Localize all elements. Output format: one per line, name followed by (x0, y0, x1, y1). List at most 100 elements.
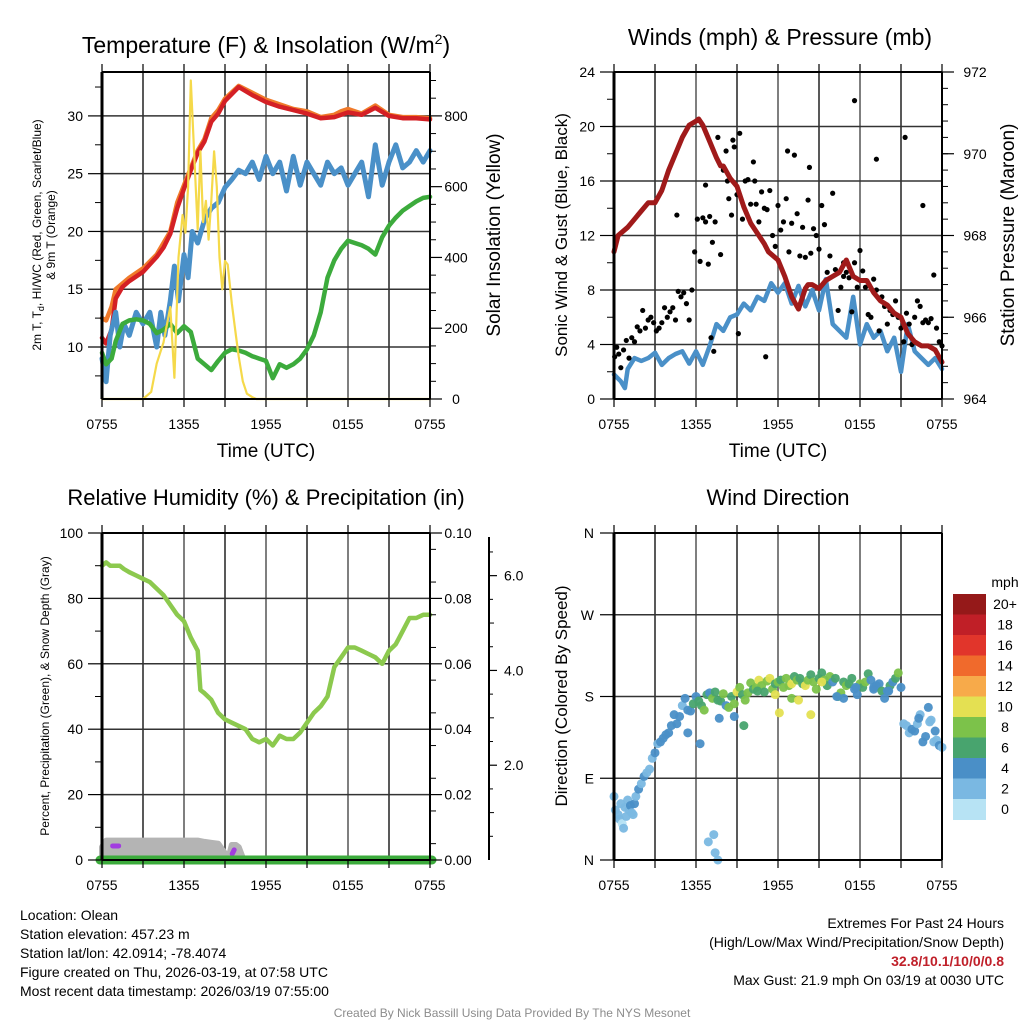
y-tick-label: 4 (587, 337, 595, 353)
gust-point (651, 320, 657, 326)
wind-direction-point (683, 728, 693, 738)
x-tick-label: 0155 (332, 416, 363, 432)
chart-title: Relative Humidity (%) & Precipitation (i… (67, 485, 464, 510)
gust-point (648, 314, 654, 320)
y-tick-label: 0 (587, 391, 595, 407)
extremes-info: Extremes For Past 24 Hours (High/Low/Max… (709, 914, 1004, 990)
title-text-end: ) (442, 32, 450, 58)
x-tick-label: 0755 (86, 416, 117, 432)
gust-point (756, 219, 762, 225)
x-tick-label: 0155 (844, 416, 875, 432)
title-text: Temperature (F) & Insolation (W/m (82, 32, 435, 58)
gust-point (936, 339, 942, 345)
gust-point (745, 177, 751, 183)
series-line-hi-wc (99, 142, 433, 385)
colorbar-label: 6 (1001, 740, 1009, 756)
x-tick-label: 1955 (250, 877, 281, 893)
gust-point (709, 239, 716, 245)
gust-point (783, 196, 789, 202)
gust-point (827, 253, 833, 259)
colorbar-swatch (953, 737, 986, 759)
y-tick-label: 20 (67, 223, 83, 239)
wind-direction-point (774, 708, 784, 718)
gust-point (689, 287, 695, 293)
chart-title: Wind Direction (706, 485, 849, 510)
wind-direction-point (806, 710, 816, 720)
y-tick-label: 16 (579, 173, 595, 189)
wind-direction-point (832, 692, 842, 701)
gust-point (640, 307, 646, 314)
gust-point (694, 216, 700, 222)
gust-point (813, 232, 819, 239)
colorbar-swatch (953, 758, 986, 779)
gust-point (780, 219, 787, 225)
gust-point (618, 365, 624, 371)
y-tick-label: 100 (60, 525, 84, 541)
gust-point (712, 219, 718, 225)
wind-direction-point (710, 848, 720, 858)
y3-tick-label: 2.0 (504, 757, 524, 773)
elevation-text: Station elevation: 457.23 m (20, 926, 190, 942)
gust-point (871, 276, 877, 282)
wind-direction-point (740, 695, 750, 705)
y-axis-label: 2m T, Td, HI/WC (Red, Green, Scarlet/Blu… (30, 119, 46, 350)
gust-point (830, 190, 836, 196)
wind-direction-point (896, 682, 906, 692)
y-tick-label: 60 (67, 656, 83, 672)
y-tick-label: 80 (67, 590, 83, 606)
gust-point (702, 182, 709, 188)
colorbar-label: 4 (1001, 760, 1009, 776)
gust-point (800, 224, 806, 230)
gust-point (705, 261, 711, 267)
extremes-title: Extremes For Past 24 Hours (827, 915, 1004, 931)
gust-point (697, 258, 703, 264)
winds-chart: Winds (mph) & Pressure (mb) 0755 1355 1955 0… (552, 24, 1019, 462)
gust-point (670, 305, 676, 311)
wind-direction-point (703, 837, 713, 847)
y-tick-label: E (585, 770, 594, 786)
gust-point (810, 226, 817, 232)
gust-point (873, 156, 880, 162)
gust-point (672, 317, 679, 323)
colorbar-title: mph (991, 574, 1018, 590)
temperature-chart: Temperature (F) & Insolation (W/m2) 0755 1… (30, 31, 505, 462)
x-tick-label: 1955 (250, 416, 281, 432)
x-tick-label: 1355 (680, 416, 711, 432)
gust-point (832, 266, 839, 273)
gust-point (735, 331, 741, 337)
gust-point (683, 301, 690, 307)
gust-point (794, 211, 800, 217)
series-line-2m-t (99, 84, 433, 346)
gust-point (692, 249, 698, 255)
gust-point (728, 212, 735, 218)
colorbar-swatch (953, 778, 986, 800)
snow-depth-area (99, 837, 433, 863)
y2-tick-label: 0.06 (444, 656, 471, 672)
y-tick-label: N (584, 852, 594, 868)
chart-title: Winds (mph) & Pressure (mb) (628, 24, 932, 50)
gust-point (711, 348, 717, 354)
gust-point (862, 284, 869, 290)
series-line-relative-humidity (99, 560, 433, 748)
x-axis-label: Time (UTC) (729, 441, 828, 462)
gust-point (723, 148, 729, 154)
colorbar-label: 12 (997, 678, 1013, 694)
gust-point (737, 130, 743, 136)
gust-point (707, 213, 713, 220)
gust-point (731, 144, 737, 150)
y-tick-label: 12 (579, 228, 595, 244)
wind-direction-point (817, 677, 827, 687)
gust-point (637, 328, 643, 334)
x-tick-label: 1955 (762, 877, 793, 893)
gust-point (901, 339, 907, 345)
colorbar-label: 16 (997, 637, 1013, 653)
gust-point (708, 335, 714, 341)
wind-direction-point (923, 702, 933, 712)
gust-point (920, 202, 926, 209)
y2-tick-label: 972 (963, 64, 987, 80)
gust-point (750, 159, 757, 165)
gust-point (857, 247, 863, 254)
wind-direction-point (630, 799, 639, 809)
gust-point (838, 284, 844, 290)
colorbar-swatch (953, 655, 986, 677)
